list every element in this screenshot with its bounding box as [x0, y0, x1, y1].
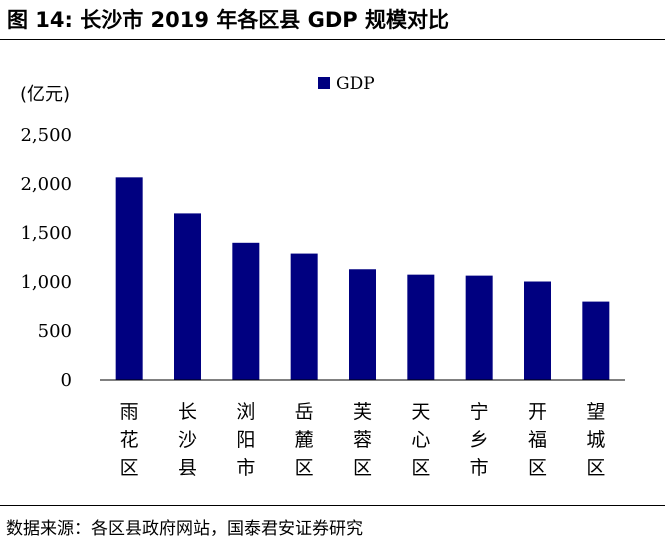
legend-label-gdp: GDP	[336, 74, 375, 94]
bar	[465, 275, 493, 380]
bar	[290, 253, 318, 380]
source-note: 数据来源：各区县政府网站，国泰君安证券研究	[6, 519, 363, 539]
bar	[582, 301, 610, 380]
x-axis-labels: 雨花区 长沙县 浏阳市 岳麓区 芙蓉区 天心区 宁乡市 开福区 望城区	[120, 401, 606, 479]
x-tick-label: 望城区	[586, 401, 605, 479]
y-tick-label: 1,500	[20, 223, 72, 244]
source-rule	[0, 505, 665, 506]
title-rule	[0, 39, 665, 40]
bar	[407, 274, 435, 380]
x-tick-label: 天心区	[411, 401, 430, 479]
x-tick-label: 宁乡市	[470, 401, 489, 479]
x-tick-label: 浏阳市	[236, 401, 255, 479]
chart-legend: GDP	[318, 74, 375, 94]
y-tick-label: 1,000	[20, 272, 72, 293]
gdp-bar-chart: (亿元) GDP 0 500 1,000 1,500 2,000 2,500 雨花区 长沙县…	[20, 74, 625, 479]
y-tick-label: 500	[38, 321, 72, 342]
bar	[174, 213, 201, 380]
y-axis-unit-label: (亿元)	[20, 84, 70, 105]
bar	[232, 242, 260, 380]
x-tick-label: 开福区	[528, 401, 547, 479]
y-tick-label: 2,500	[20, 125, 72, 146]
figure-title: 图 14: 长沙市 2019 年各区县 GDP 规模对比	[7, 8, 449, 32]
y-axis-ticks: 0 500 1,000 1,500 2,000 2,500	[20, 125, 72, 391]
y-tick-label: 2,000	[20, 174, 72, 195]
bar	[524, 281, 551, 380]
bars	[115, 177, 610, 380]
bar	[349, 269, 376, 380]
y-tick-label: 0	[61, 370, 72, 391]
x-tick-label: 芙蓉区	[353, 401, 372, 479]
legend-swatch	[318, 77, 330, 89]
x-tick-label: 岳麓区	[295, 401, 314, 479]
bar	[115, 177, 143, 380]
x-tick-label: 长沙县	[178, 401, 197, 479]
x-tick-label: 雨花区	[120, 401, 139, 479]
